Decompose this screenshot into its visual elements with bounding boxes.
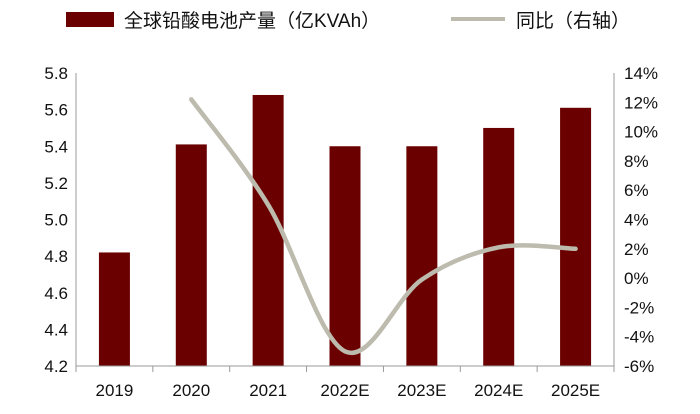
x-tick-label: 2021 [249, 381, 287, 400]
left-tick-label: 4.8 [44, 247, 68, 266]
left-tick-label: 4.2 [44, 357, 68, 376]
right-tick-label: -6% [624, 357, 654, 376]
right-tick-label: 8% [624, 152, 649, 171]
legend-label-production: 全球铅酸电池产量（亿KVAh） [124, 10, 380, 32]
bar-2022E [329, 146, 361, 366]
x-axis-tick-labels: 2019 2020 2021 2022E 2023E 2024E 2025E [96, 381, 601, 400]
left-axis-tick-labels: 4.2 4.4 4.6 4.8 5.0 5.2 5.4 5.6 5.8 [44, 64, 68, 376]
bar-2021 [252, 94, 284, 366]
right-axis-tick-labels: -6% -4% -2% 0% 2% 4% 6% 8% 10% 12% 14% [624, 64, 658, 376]
right-tick-label: 2% [624, 240, 649, 259]
bar-2023E [406, 146, 438, 366]
right-tick-label: 0% [624, 269, 649, 288]
left-tick-label: 5.4 [44, 137, 68, 156]
bar-2019 [98, 252, 130, 366]
bar-2020 [175, 144, 207, 366]
x-tick-label: 2020 [172, 381, 210, 400]
left-tick-label: 5.2 [44, 174, 68, 193]
x-tick-label: 2023E [397, 381, 446, 400]
bar-series [98, 94, 592, 366]
legend-label-yoy: 同比（右轴） [516, 10, 630, 32]
x-tick-label: 2022E [320, 381, 369, 400]
right-tick-label: 6% [624, 181, 649, 200]
bar-2025E [560, 107, 592, 366]
legend: 全球铅酸电池产量（亿KVAh） 同比（右轴） [66, 10, 630, 32]
legend-swatch-production [66, 12, 114, 27]
right-tick-label: -4% [624, 328, 654, 347]
left-tick-label: 4.4 [44, 320, 68, 339]
left-tick-label: 5.6 [44, 101, 68, 120]
x-tick-label: 2024E [474, 381, 523, 400]
right-tick-label: 14% [624, 64, 658, 83]
right-tick-label: -2% [624, 298, 654, 317]
right-tick-label: 10% [624, 123, 658, 142]
left-tick-label: 5.0 [44, 211, 68, 230]
x-tick-label: 2019 [96, 381, 134, 400]
x-tick-label: 2025E [551, 381, 600, 400]
yoy-line [189, 97, 578, 356]
right-tick-label: 4% [624, 211, 649, 230]
line-series [189, 97, 578, 356]
left-tick-label: 5.8 [44, 64, 68, 83]
axes [75, 73, 615, 372]
left-tick-label: 4.6 [44, 284, 68, 303]
right-tick-label: 12% [624, 93, 658, 112]
